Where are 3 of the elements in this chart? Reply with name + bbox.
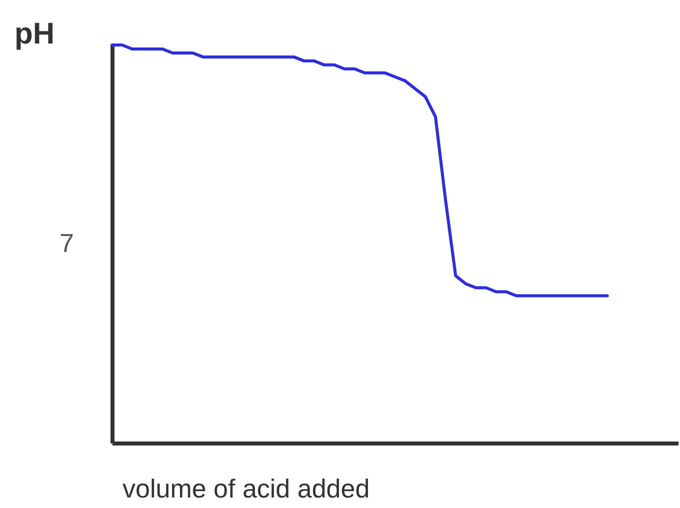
text: 7 [60,228,74,258]
y-axis-title: pH [14,18,54,50]
x-axis-title: volume of acid added [122,474,370,504]
